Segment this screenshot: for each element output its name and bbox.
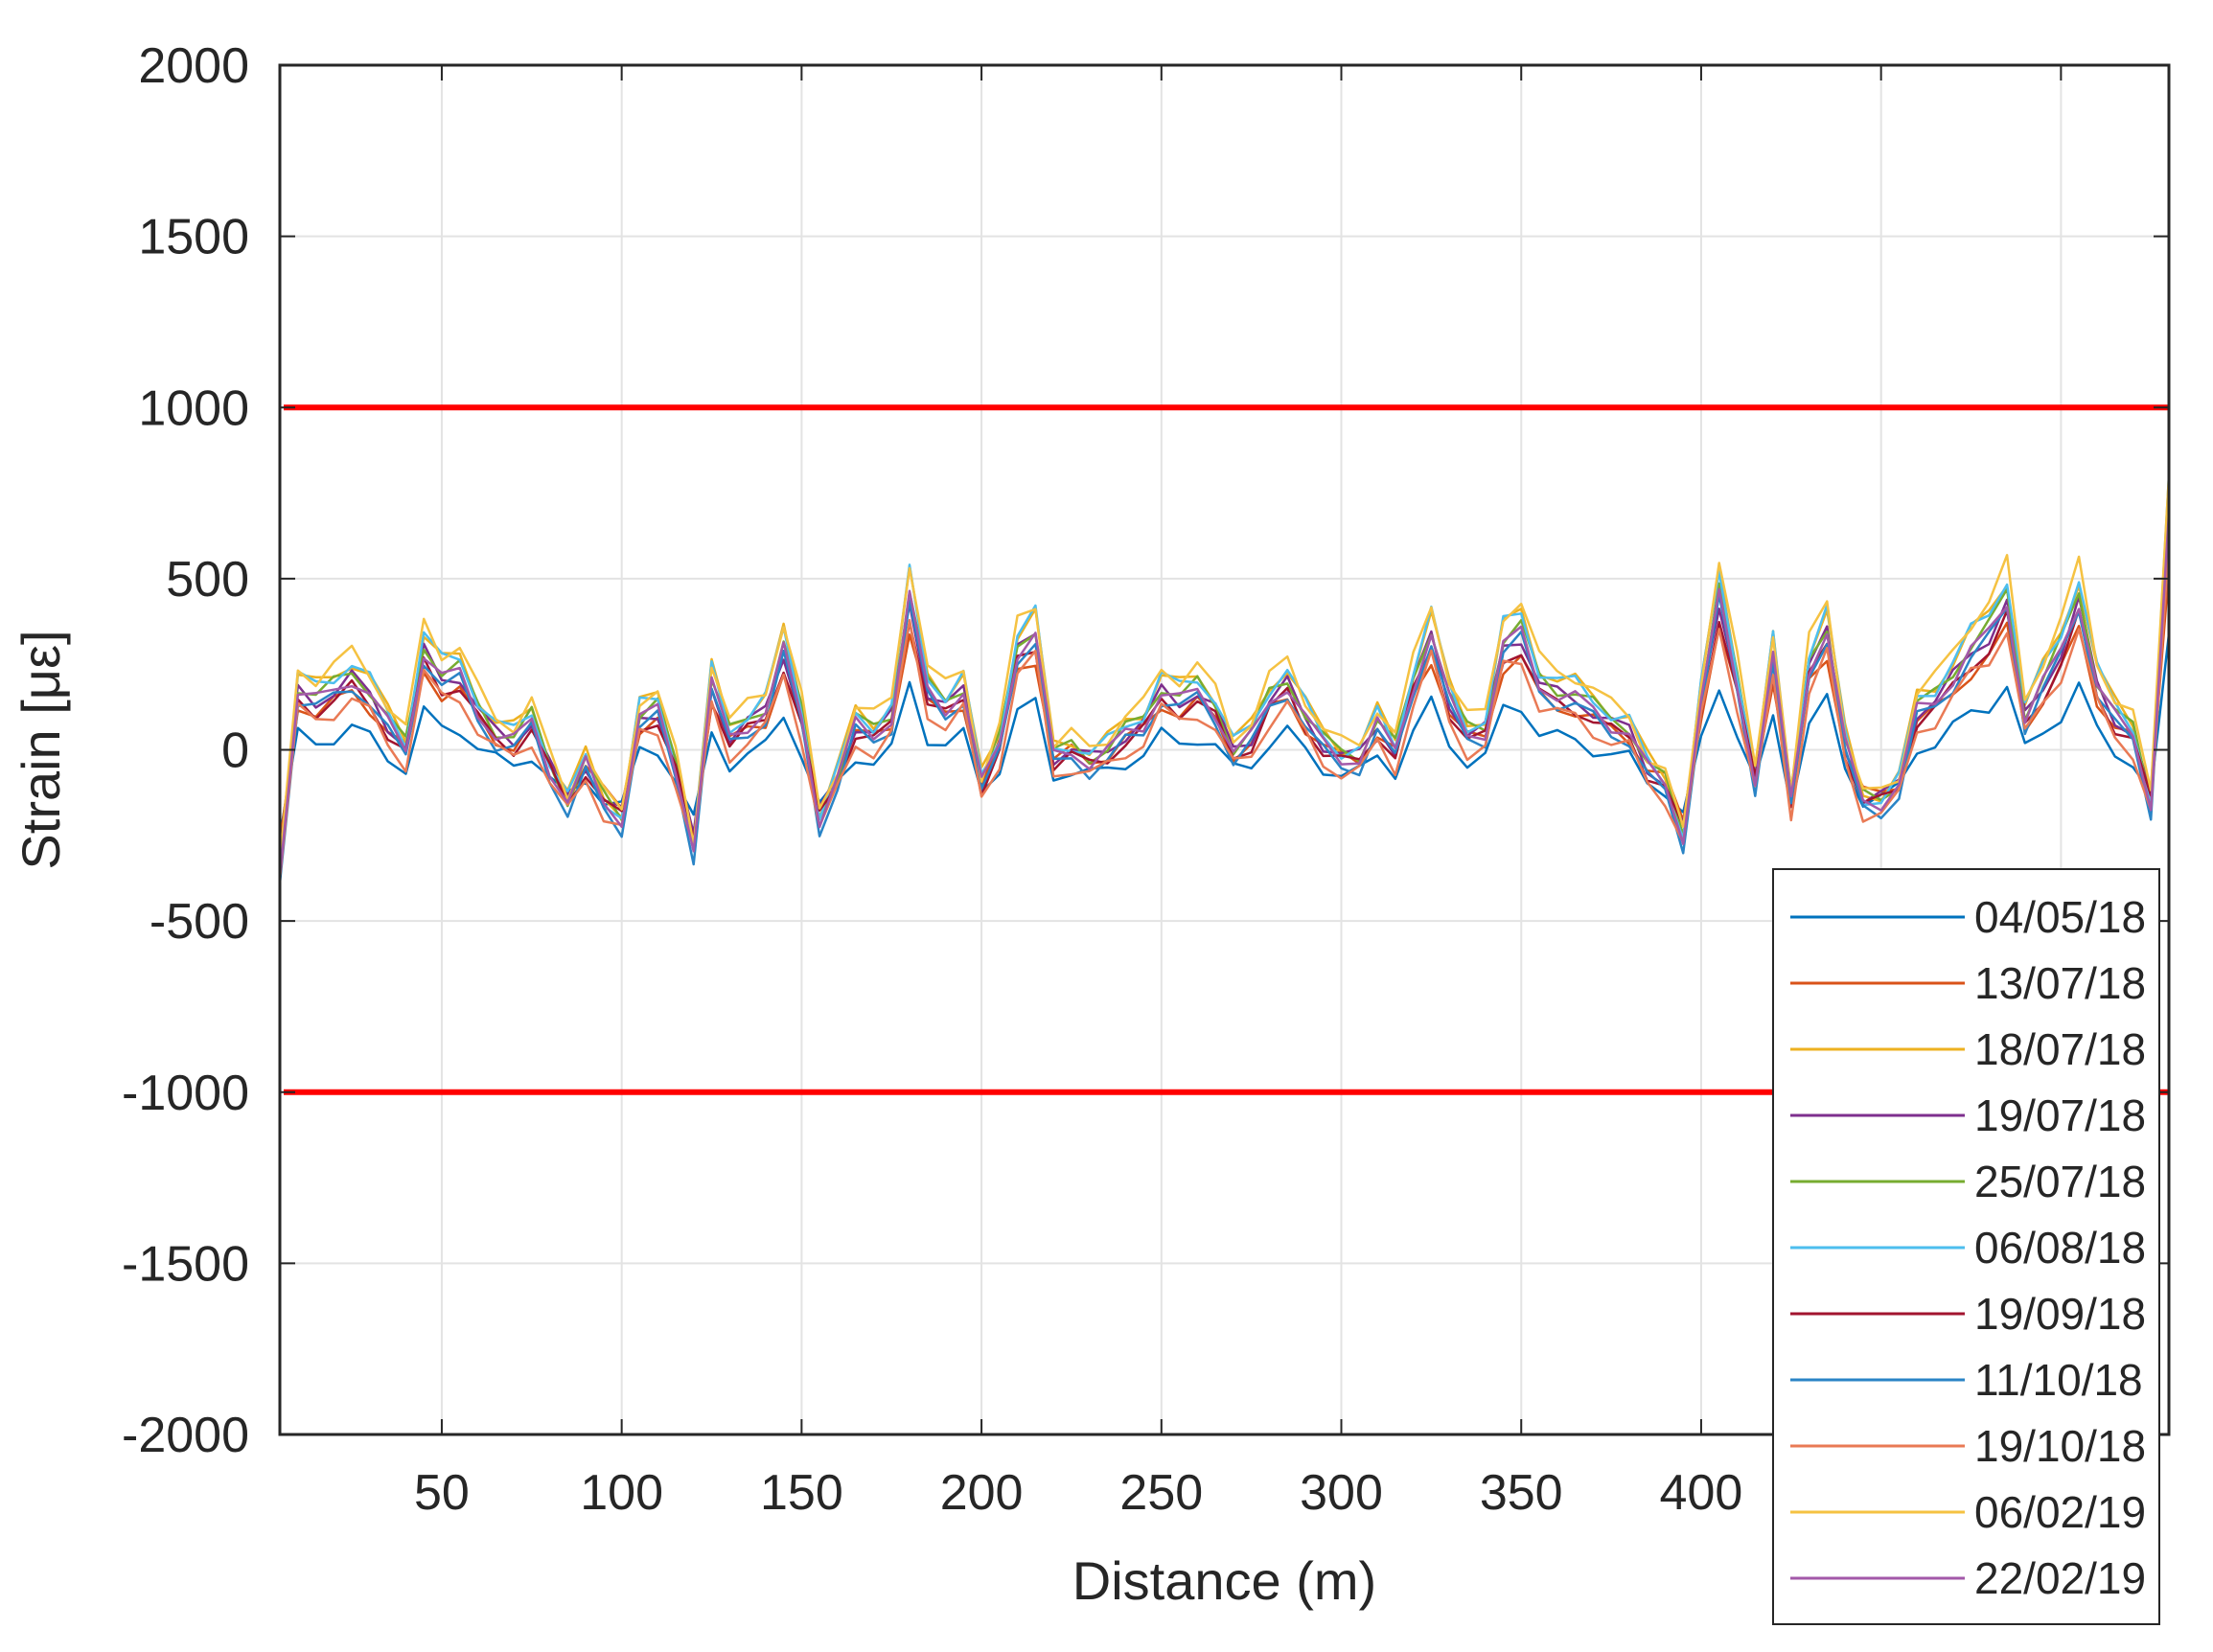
y-tick-label: 1500 [138, 210, 249, 265]
y-tick-label: 2000 [138, 38, 249, 94]
legend: 04/05/18 13/07/18 18/07/18 19/07/18 25/07/18… [1772, 868, 2160, 1625]
y-tick-label: 0 [221, 723, 249, 779]
x-tick-label: 150 [760, 1465, 843, 1521]
y-tick-label: -1500 [122, 1236, 249, 1292]
x-tick-label: 50 [414, 1465, 470, 1521]
legend-label: 19/10/18 [1974, 1421, 2146, 1471]
legend-label: 04/05/18 [1974, 892, 2146, 942]
y-tick-label: -2000 [122, 1408, 249, 1463]
x-tick-label: 400 [1660, 1465, 1743, 1521]
x-tick-label: 100 [580, 1465, 663, 1521]
axis-ticks: 50 100 150 200 250 300 350 400 -2000 -1500 -1000 -5… [122, 38, 2169, 1521]
y-tick-label: -1000 [122, 1066, 249, 1121]
legend-label: 06/02/19 [1974, 1487, 2146, 1537]
y-tick-label: 1000 [138, 380, 249, 436]
y-tick-label: -500 [150, 894, 249, 950]
series-line [278, 513, 2171, 877]
x-tick-label: 200 [940, 1465, 1024, 1521]
legend-label: 13/07/18 [1974, 958, 2146, 1008]
series-line [278, 543, 2171, 879]
x-tick-label: 250 [1119, 1465, 1203, 1521]
legend-label: 19/07/18 [1974, 1090, 2146, 1140]
legend-label: 18/07/18 [1974, 1024, 2146, 1074]
x-axis-label: Distance (m) [1072, 1550, 1376, 1611]
x-tick-label: 350 [1480, 1465, 1563, 1521]
legend-label: 11/10/18 [1974, 1355, 2143, 1405]
y-axis-label: Strain [με] [11, 630, 71, 869]
x-tick-label: 300 [1300, 1465, 1383, 1521]
y-tick-label: 500 [166, 552, 249, 608]
legend-label: 22/02/19 [1974, 1553, 2146, 1603]
series-line [278, 475, 2171, 862]
series-lines [278, 475, 2171, 883]
legend-label: 06/08/18 [1974, 1223, 2146, 1273]
legend-label: 19/09/18 [1974, 1289, 2146, 1339]
legend-label: 25/07/18 [1974, 1157, 2146, 1206]
